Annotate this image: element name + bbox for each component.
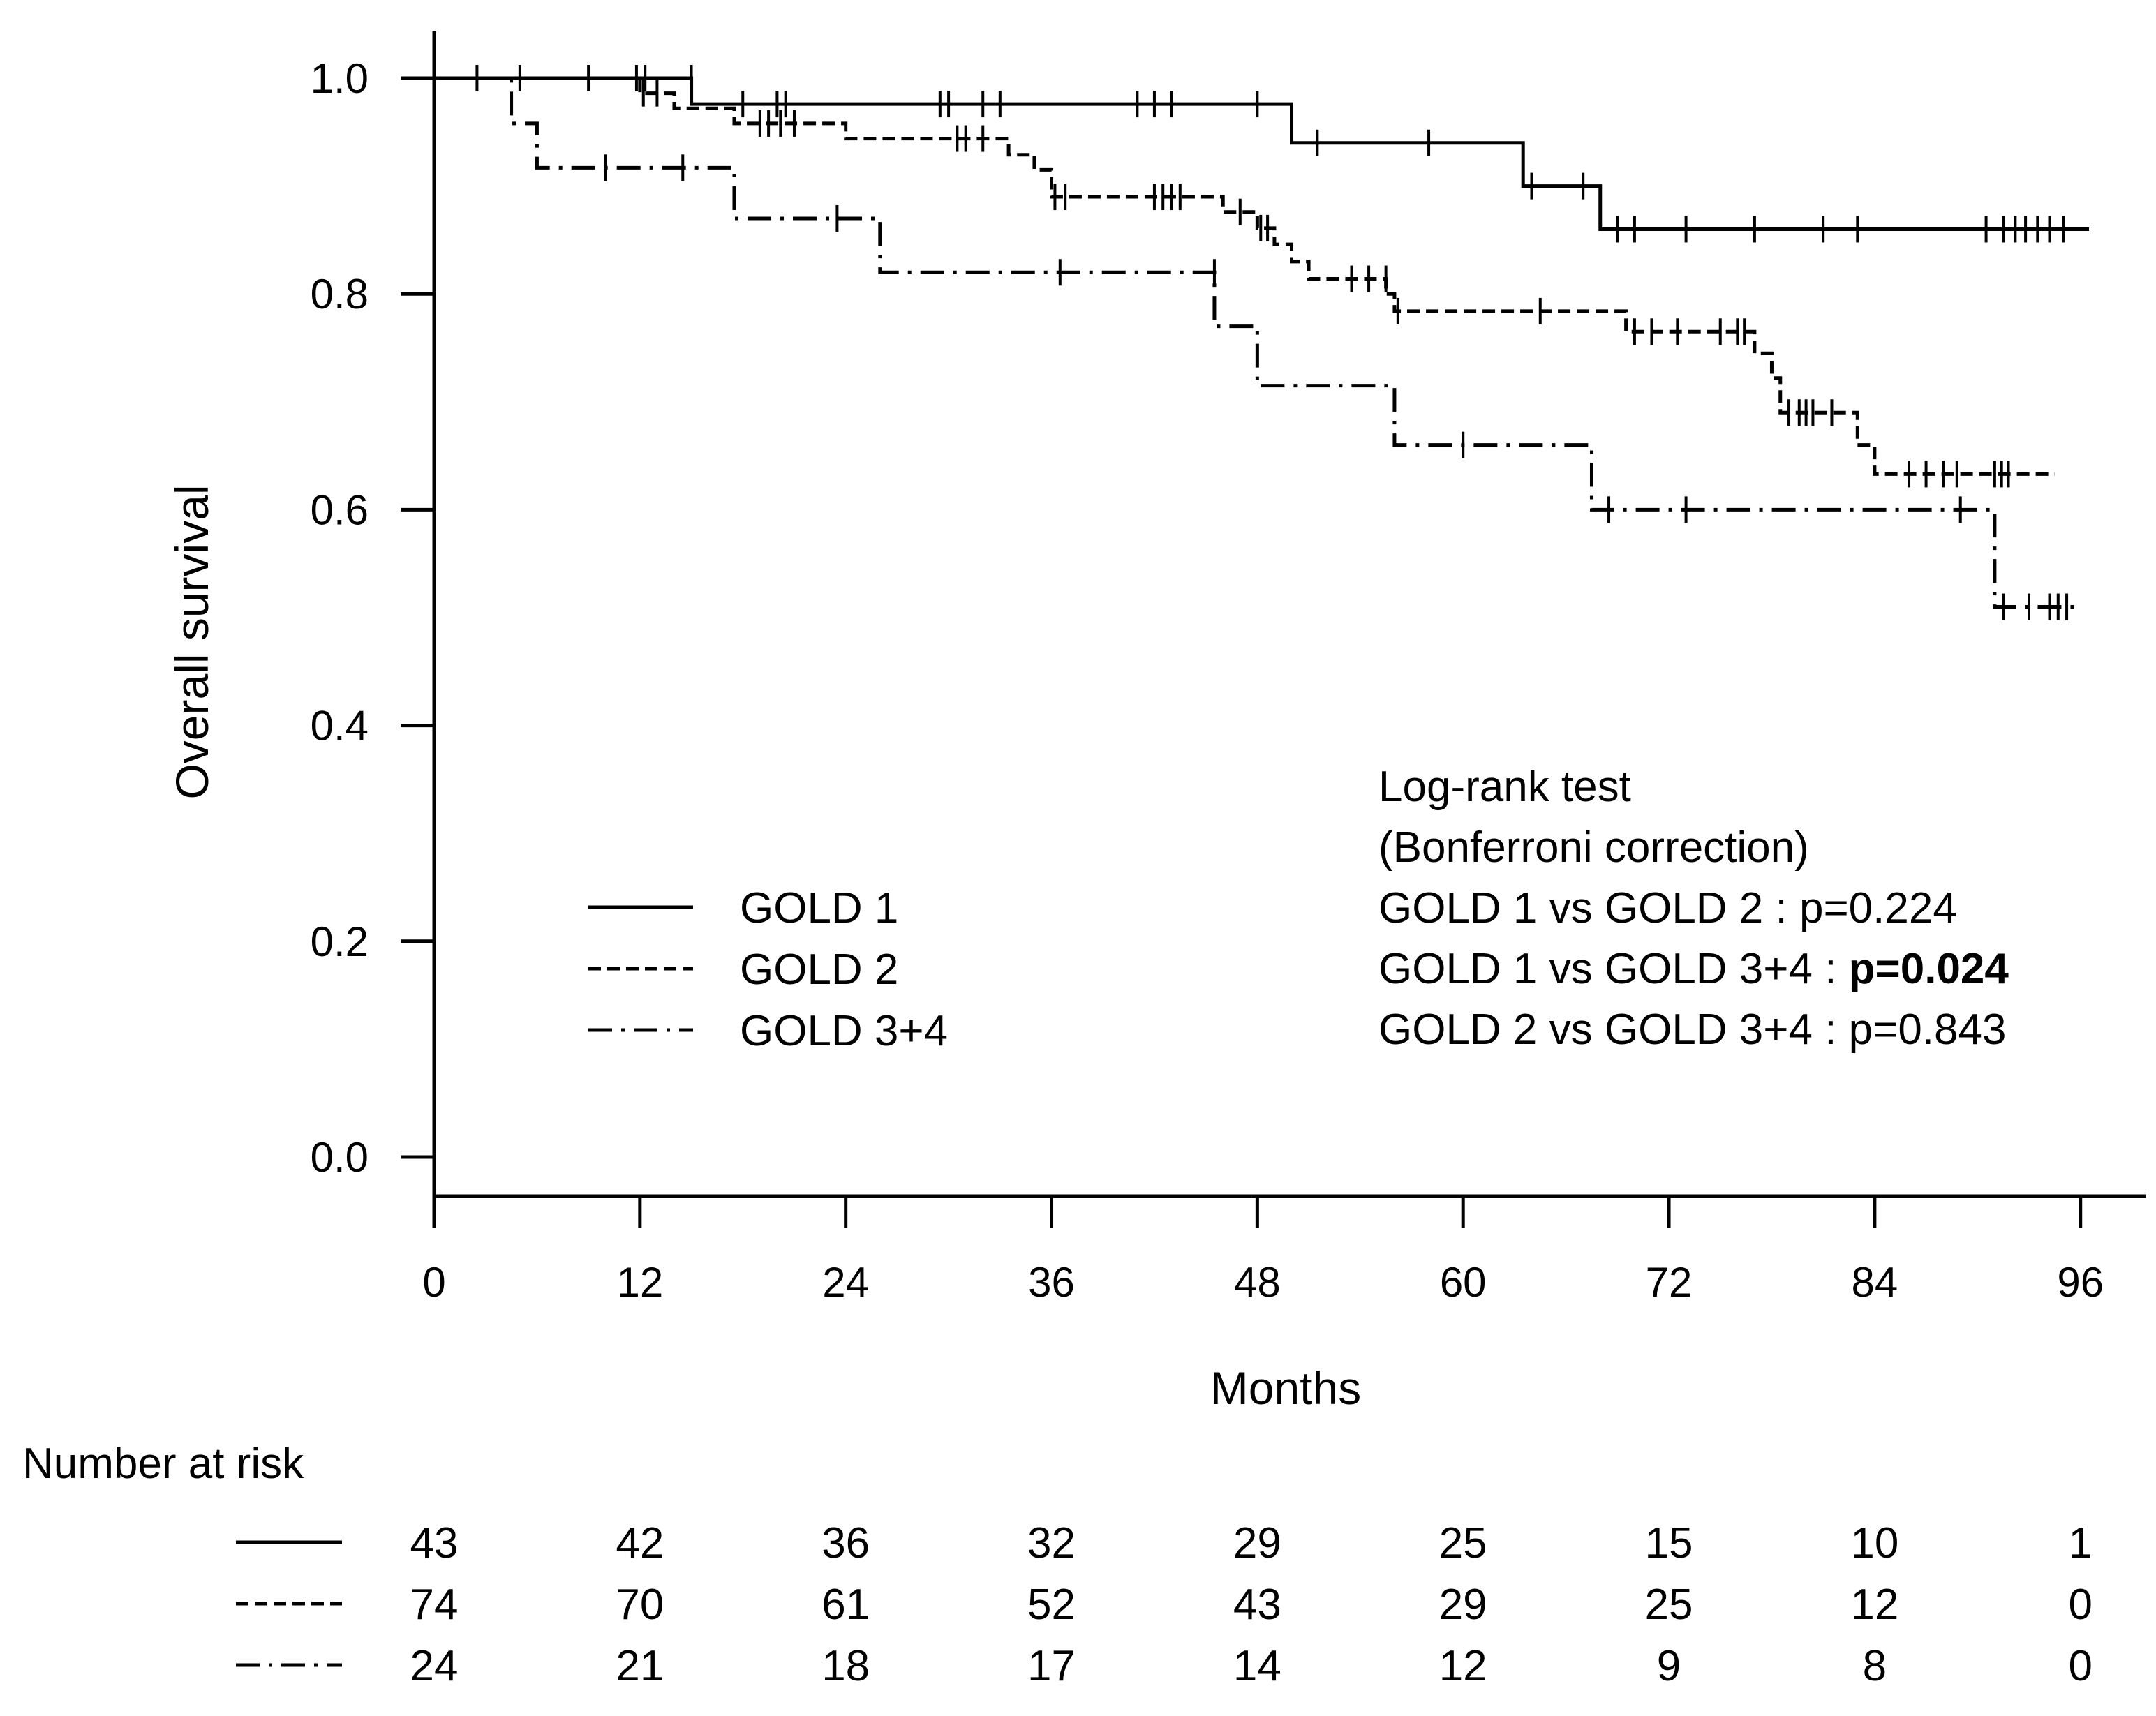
survival-curves	[434, 65, 2089, 620]
risk-count: 0	[2068, 1581, 2092, 1629]
risk-count: 24	[410, 1642, 459, 1690]
risk-count: 21	[616, 1642, 664, 1690]
risk-count: 14	[1233, 1642, 1281, 1690]
y-tick-label: 1.0	[311, 55, 369, 102]
risk-table-title: Number at risk	[22, 1440, 304, 1488]
legend-label: GOLD 2	[740, 946, 898, 994]
legend-label: GOLD 3+4	[740, 1007, 948, 1055]
x-tick-label: 96	[2057, 1259, 2104, 1306]
risk-count: 15	[1645, 1519, 1693, 1567]
risk-count: 36	[821, 1519, 870, 1567]
series-3	[434, 76, 2081, 620]
risk-count: 74	[410, 1581, 459, 1629]
annotation-line: GOLD 2 vs GOLD 3+4 : p=0.843	[1378, 1006, 2006, 1054]
risk-count: 52	[1027, 1581, 1076, 1629]
x-tick-label: 48	[1234, 1259, 1281, 1306]
x-tick-label: 60	[1440, 1259, 1487, 1306]
y-tick-label: 0.2	[311, 918, 369, 965]
risk-count: 29	[1233, 1519, 1281, 1567]
x-axis-title: Months	[1210, 1362, 1361, 1414]
risk-count: 12	[1850, 1581, 1898, 1629]
x-tick-label: 12	[616, 1259, 663, 1306]
risk-count: 43	[410, 1519, 459, 1567]
risk-count: 70	[616, 1581, 664, 1629]
risk-count: 25	[1645, 1581, 1693, 1629]
legend-label: GOLD 1	[740, 884, 898, 932]
annotation-line: GOLD 1 vs GOLD 2 : p=0.224	[1378, 884, 1957, 932]
y-tick-label: 0.4	[311, 703, 369, 749]
risk-count: 25	[1439, 1519, 1487, 1567]
axes: 0.0 0.2 0.4 0.6 0.8 1.0 0 12 24 36 48 60 72 84 96 Month…	[166, 31, 2146, 1414]
risk-count: 32	[1027, 1519, 1076, 1567]
risk-count: 17	[1027, 1642, 1076, 1690]
risk-count: 9	[1657, 1642, 1681, 1690]
y-tick-label: 0.0	[311, 1134, 369, 1181]
y-tick-label: 0.8	[311, 271, 369, 318]
risk-count: 8	[1863, 1642, 1887, 1690]
risk-count: 42	[616, 1519, 664, 1567]
logrank-annotation: Log-rank test (Bonferroni correction) GOLD…	[1378, 763, 2009, 1054]
survival-curve-line	[434, 76, 2081, 609]
series-1	[434, 65, 2089, 243]
x-tick-label: 72	[1646, 1259, 1693, 1306]
risk-count: 61	[821, 1581, 870, 1629]
survival-curve-line	[434, 76, 2055, 476]
number-at-risk-table: Number at risk 43 42 36 32 29 25 15 10 1 74 70 61 52 4…	[22, 1440, 2092, 1690]
x-tick-label: 0	[422, 1259, 445, 1306]
risk-count: 12	[1439, 1642, 1487, 1690]
x-tick-label: 84	[1852, 1259, 1898, 1306]
risk-count: 1	[2068, 1519, 2092, 1567]
annotation-line: GOLD 1 vs GOLD 3+4 : p=0.024	[1378, 945, 2009, 993]
annotation-line: Log-rank test	[1378, 763, 1631, 811]
x-tick-label: 24	[822, 1259, 869, 1306]
risk-count: 0	[2068, 1642, 2092, 1690]
y-tick-label: 0.6	[311, 486, 369, 533]
risk-count: 43	[1233, 1581, 1281, 1629]
risk-count: 10	[1850, 1519, 1898, 1567]
y-axis-title: Overall survival	[166, 484, 218, 799]
series-2	[434, 76, 2055, 488]
risk-count: 29	[1439, 1581, 1487, 1629]
annotation-line: (Bonferroni correction)	[1378, 823, 1809, 872]
x-tick-label: 36	[1028, 1259, 1075, 1306]
survival-curve-line	[434, 76, 2089, 231]
risk-count: 18	[821, 1642, 870, 1690]
legend: GOLD 1 GOLD 2 GOLD 3+4	[588, 884, 948, 1055]
